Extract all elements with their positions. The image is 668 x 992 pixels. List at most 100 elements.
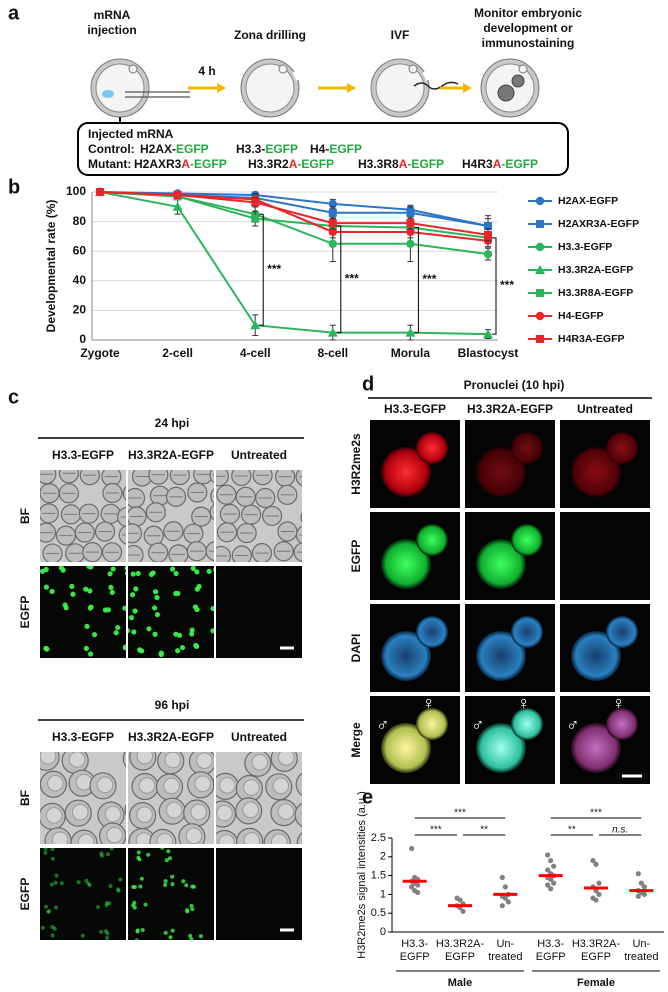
nucleus-signal xyxy=(194,606,200,613)
column-header: H3.3R2A-EGFP xyxy=(467,402,553,416)
legend-marker xyxy=(536,289,544,297)
legend-marker xyxy=(535,196,545,206)
nucleus-signal xyxy=(91,632,98,638)
blastocoel xyxy=(40,752,57,765)
x-tick-label: Un- xyxy=(632,938,650,950)
marker xyxy=(251,214,260,223)
y-tick-label: 0 xyxy=(79,332,86,346)
row-label: BF xyxy=(18,790,32,806)
pronucleus xyxy=(381,631,431,681)
column-header: H3.3-EGFP xyxy=(52,448,114,462)
embryo xyxy=(216,545,231,562)
nucleus-signal xyxy=(135,570,141,577)
marker xyxy=(327,327,338,337)
nucleus-signal xyxy=(158,650,164,656)
oocyte xyxy=(90,58,150,118)
point xyxy=(415,882,421,888)
blastocoel xyxy=(196,752,213,769)
nucleus-signal xyxy=(184,883,189,888)
marker xyxy=(406,227,415,237)
point xyxy=(551,880,557,886)
point xyxy=(409,845,415,852)
x-tick-label: Un- xyxy=(496,938,514,950)
polar-body xyxy=(278,64,288,74)
nucleus-signal xyxy=(76,880,81,885)
blastocoel xyxy=(219,777,236,794)
micrograph: ♂♀ xyxy=(560,696,650,784)
blastocoel xyxy=(277,752,295,766)
micrograph xyxy=(128,752,214,844)
row-label: EGFP xyxy=(18,596,32,629)
nucleus-signal xyxy=(82,939,85,940)
construct-part: A xyxy=(399,157,408,171)
marker xyxy=(328,239,337,248)
blastocoel xyxy=(301,811,302,816)
nucleus-signal xyxy=(154,612,161,618)
zona-hole xyxy=(422,70,430,81)
point xyxy=(502,884,508,890)
nucleus-signal xyxy=(43,850,48,855)
construct-part: H2AXR3 xyxy=(134,157,182,171)
nucleus-signal xyxy=(132,905,137,910)
nucleus-signal xyxy=(190,566,196,572)
panel-label: a xyxy=(8,2,20,24)
legend-label: H2AXR3A-EGFP xyxy=(558,218,639,230)
nucleus-signal xyxy=(139,876,144,881)
nucleus-signal xyxy=(131,629,137,635)
x-tick-label: H3.3- xyxy=(401,938,428,950)
image-background xyxy=(216,566,302,658)
embryo xyxy=(300,512,302,523)
blastocoel xyxy=(45,807,63,824)
point xyxy=(548,857,554,864)
polar-body xyxy=(408,64,418,74)
point xyxy=(409,884,415,890)
construct-part: -EGFP xyxy=(190,157,227,171)
mrna-box xyxy=(77,122,569,176)
arrow-head xyxy=(463,83,472,93)
micrograph xyxy=(40,848,126,940)
bracket xyxy=(336,225,342,334)
x-tick-label: Blastocyst xyxy=(458,346,519,360)
y-tick-label: 0.5 xyxy=(371,907,386,919)
nucleus-signal xyxy=(116,887,121,892)
pronucleus xyxy=(476,631,526,681)
cytoplasm xyxy=(375,63,425,113)
embryo xyxy=(231,470,252,487)
nucleus-signal xyxy=(53,880,58,885)
blastocoel xyxy=(47,774,64,792)
micrograph xyxy=(370,420,460,508)
nucleus-signal xyxy=(176,632,183,638)
embryo xyxy=(79,470,100,486)
nucleus-signal xyxy=(108,883,113,888)
nucleus-signal xyxy=(146,852,151,857)
column-header: H3.3-EGFP xyxy=(52,730,114,744)
nucleus-signal xyxy=(43,584,50,590)
nucleus-signal xyxy=(185,909,190,914)
point xyxy=(551,863,557,869)
nucleus-signal xyxy=(40,925,45,930)
legend-label: H3.3R2A-EGFP xyxy=(558,264,633,276)
nucleus-signal xyxy=(150,570,156,576)
arrow-head xyxy=(347,83,356,93)
nucleus-signal xyxy=(181,879,186,884)
embryo xyxy=(212,777,214,790)
blastocoel xyxy=(71,803,89,821)
column-header: H3.3-EGFP xyxy=(384,402,446,416)
construct-part: H4- xyxy=(310,142,329,156)
nucleus-signal xyxy=(124,571,126,576)
nucleus-signal xyxy=(122,645,126,651)
marker xyxy=(250,320,261,330)
point xyxy=(499,874,505,881)
construct-part: EGFP xyxy=(176,142,209,156)
nucleus-signal xyxy=(84,623,90,629)
pronucleus xyxy=(416,432,448,464)
x-tick-label: EGFP xyxy=(536,951,566,963)
construct-part: EGFP xyxy=(265,142,298,156)
nucleus-signal xyxy=(194,569,200,575)
blastocoel xyxy=(243,832,261,844)
blastocoel xyxy=(164,752,182,769)
nucleus-signal xyxy=(70,591,76,597)
nucleus-signal xyxy=(107,571,113,577)
group-label: Male xyxy=(448,977,472,989)
point xyxy=(548,886,554,892)
